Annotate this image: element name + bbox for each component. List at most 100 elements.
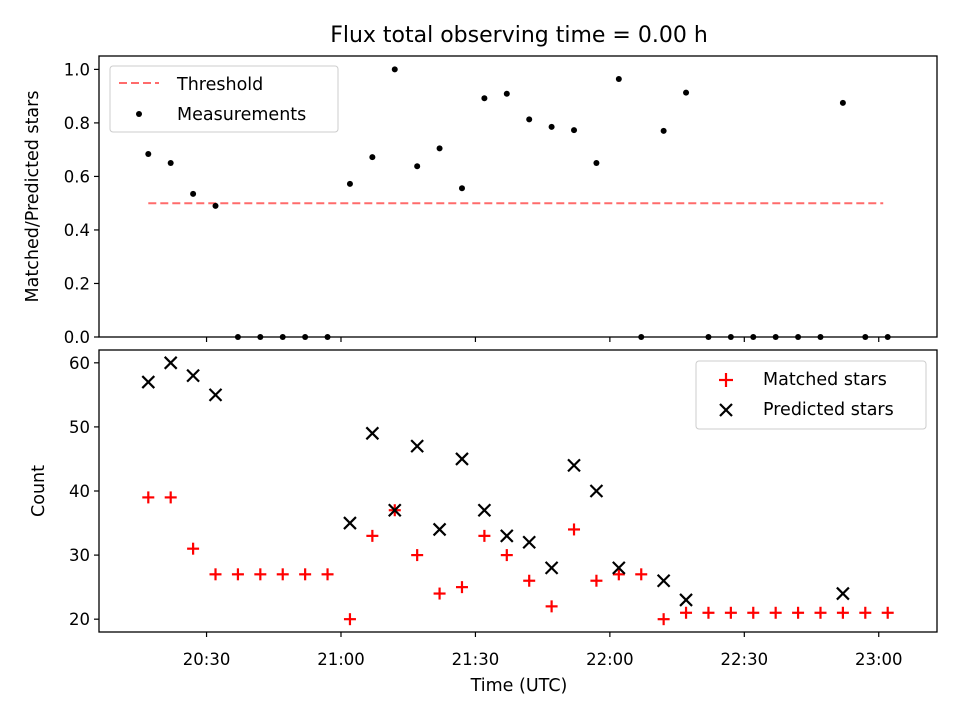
matched-star-point <box>881 606 894 619</box>
matched-star-point <box>299 568 312 581</box>
legend-threshold-label: Threshold <box>176 75 263 95</box>
matched-star-point <box>142 491 155 504</box>
predicted-star-point <box>656 573 671 588</box>
predicted-star-point <box>567 458 581 473</box>
x-tick-label: 23:00 <box>855 650 903 669</box>
bottom-y-tick-label: 40 <box>69 482 90 501</box>
x-tick-label: 20:30 <box>183 650 231 669</box>
measurement-point <box>346 180 353 187</box>
matched-star-point <box>612 568 625 581</box>
predicted-star-point <box>477 503 492 518</box>
predicted-star-point <box>679 593 693 607</box>
measurement-point <box>369 154 376 161</box>
bottom-y-tick-label: 20 <box>69 610 90 629</box>
x-tick-label: 22:00 <box>586 650 634 669</box>
matched-star-point <box>366 529 379 542</box>
x-tick-label: 21:30 <box>452 650 500 669</box>
predicted-star-point <box>612 561 626 575</box>
predicted-star-point <box>836 586 850 601</box>
top-y-axis-label: Matched/Predicted stars <box>23 91 43 303</box>
measurement-point <box>683 89 690 96</box>
top-y-tick-label: 0.6 <box>64 167 90 186</box>
matched-star-point <box>814 606 827 619</box>
matched-star-point <box>187 542 200 555</box>
predicted-star-point <box>522 535 536 550</box>
legend-matched-label: Matched stars <box>763 370 887 390</box>
matched-star-point <box>769 606 782 619</box>
measurement-point <box>526 116 533 123</box>
bottom-y-axis-label: Count <box>29 465 49 517</box>
measurement-point <box>660 127 667 134</box>
predicted-star-point <box>365 426 380 441</box>
top-y-tick-label: 0.0 <box>64 328 90 347</box>
measurement-point <box>436 145 443 152</box>
chart-title: Flux total observing time = 0.00 h <box>330 23 708 48</box>
legend-predicted-label: Predicted stars <box>763 400 894 420</box>
predicted-star-point <box>141 375 156 389</box>
legend-measurements-label: Measurements <box>177 105 306 125</box>
matched-star-point <box>792 606 805 619</box>
matched-star-point <box>702 606 715 619</box>
matched-star-point <box>343 613 356 626</box>
top-y-tick-label: 0.8 <box>64 114 90 133</box>
bottom-y-tick-label: 60 <box>69 354 90 373</box>
matched-star-point <box>455 581 468 594</box>
measurement-point <box>391 66 398 73</box>
matched-star-point <box>321 568 334 581</box>
predicted-star-point <box>186 368 200 383</box>
matched-star-point <box>724 606 737 619</box>
predicted-star-point <box>208 388 223 402</box>
measurement-point <box>839 99 846 106</box>
matched-star-point <box>545 600 558 613</box>
matched-star-point <box>164 491 177 504</box>
matched-star-point <box>276 568 289 581</box>
predicted-star-point <box>544 561 559 575</box>
legend-matched-swatch <box>719 373 733 387</box>
x-tick-label: 22:30 <box>721 650 769 669</box>
top-axes: 0.0 0.2 0.4 0.6 0.8 1.0 Matched/Predicted sta… <box>23 55 938 347</box>
matched-star-point <box>254 568 267 581</box>
predicted-star-point <box>500 529 514 543</box>
bottom-legend: Matched stars Predicted stars <box>695 360 927 430</box>
matched-star-point <box>500 549 513 562</box>
matched-star-point <box>523 574 536 587</box>
measurement-point <box>190 190 197 197</box>
predicted-star-point <box>343 516 357 530</box>
matched-star-point <box>231 568 244 581</box>
bottom-y-tick-label: 30 <box>69 546 90 565</box>
matched-star-point <box>859 606 872 619</box>
matched-star-point <box>209 568 222 581</box>
matched-star-point <box>411 549 424 562</box>
top-y-tick-label: 1.0 <box>64 60 90 79</box>
bottom-axes: 20 30 40 50 60 20:30 21:00 21:30 22:00 22:30 23:00… <box>29 349 938 696</box>
top-legend: Threshold Measurements <box>109 65 339 133</box>
matched-star-point <box>836 606 849 619</box>
measurement-point <box>615 76 622 83</box>
matched-star-point <box>568 523 581 536</box>
predicted-star-point <box>455 452 469 466</box>
measurement-point <box>571 127 578 134</box>
matched-star-point <box>657 613 670 626</box>
measurement-point <box>593 160 600 167</box>
measurement-point <box>458 185 465 192</box>
matched-star-point <box>747 606 760 619</box>
predicted-star-point <box>410 439 424 453</box>
legend-measurements-swatch <box>136 111 142 117</box>
measurement-point <box>167 160 174 167</box>
predicted-star-point <box>163 356 178 370</box>
bottom-y-tick-label: 50 <box>69 418 90 437</box>
predicted-star-point <box>589 484 604 498</box>
top-axes-frame <box>98 55 938 338</box>
measurement-point <box>145 150 152 157</box>
top-y-tick-label: 0.2 <box>64 274 90 293</box>
measurement-point <box>548 123 555 130</box>
predicted-star-point <box>387 503 402 518</box>
measurement-point <box>212 202 219 209</box>
measurement-point <box>503 90 510 97</box>
legend-predicted-swatch <box>719 403 733 417</box>
predicted-star-point <box>432 522 447 537</box>
matched-star-point <box>680 606 693 619</box>
matched-star-point <box>478 529 491 542</box>
measurement-point <box>414 163 421 170</box>
